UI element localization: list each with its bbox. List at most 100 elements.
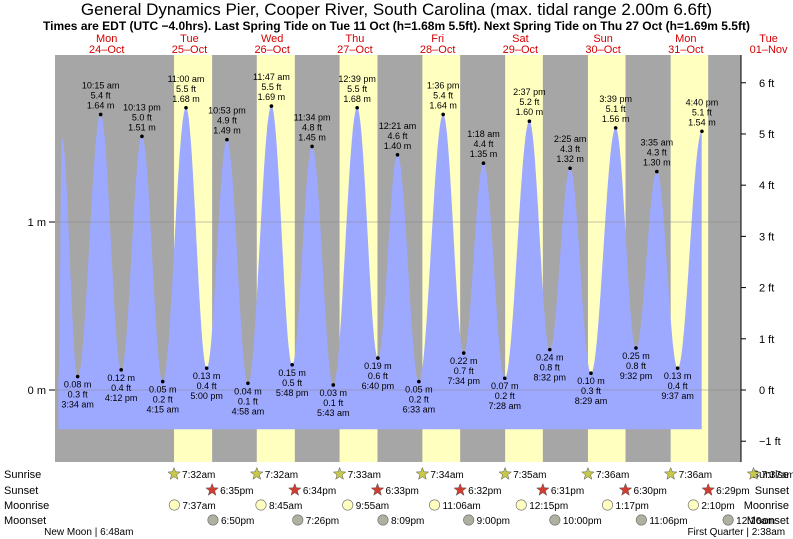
high-tide-feet: 4.3 ft <box>560 144 581 154</box>
moonset-row-label-right: Moonset <box>747 515 789 527</box>
sunset-star-icon <box>618 482 633 496</box>
day-name-label: Thu <box>345 33 364 45</box>
low-tide-meters: 0.05 m <box>405 385 433 395</box>
moonset-time: 12:16am <box>736 516 775 527</box>
axes: 0 m 1 m −1 ft 0 ft 1 ft 2 ft 3 ft 4 ft 5 ft 6 ft <box>28 55 781 462</box>
low-tide-meters: 0.12 m <box>107 373 135 383</box>
moonset-moon-icon <box>377 514 389 526</box>
low-tide-feet: 0.4 ft <box>197 381 218 391</box>
right-axis-label: 0 ft <box>759 385 774 397</box>
low-tide-feet: 0.6 ft <box>368 371 389 381</box>
high-tide-time: 3:35 am <box>641 138 674 148</box>
high-tide-dot <box>395 153 400 157</box>
sunrise-star-icon <box>332 466 347 480</box>
high-tide-dot <box>269 104 274 108</box>
moonrise-moon-icon <box>687 499 699 511</box>
high-tide-dot <box>441 112 445 117</box>
high-tide-meters: 1.40 m <box>384 141 412 151</box>
low-tide-time: 6:40 pm <box>362 381 395 391</box>
right-axis-label: 6 ft <box>759 78 774 90</box>
low-tide-dot <box>417 379 421 384</box>
high-tide-time: 1:36 pm <box>427 80 460 90</box>
sunset-row-label-left: Sunset <box>4 485 38 497</box>
day-name-label: Sun <box>593 33 613 45</box>
low-tide-meters: 0.08 m <box>64 380 92 390</box>
tide-water-area <box>58 106 702 430</box>
left-axis-label: 0 m <box>28 385 46 397</box>
high-tide-feet: 4.4 ft <box>473 139 494 149</box>
low-tide-feet: 0.1 ft <box>238 396 259 406</box>
high-tide-dot <box>527 119 532 123</box>
day-date-label: 26–Oct <box>254 44 289 56</box>
high-tide-time: 2:25 am <box>554 134 587 144</box>
sunrise-time: 7:32am <box>265 470 298 481</box>
moonset-moon-icon <box>207 514 219 526</box>
sunrise-time: 7:32am <box>182 470 215 481</box>
chart-subtitle: Times are EDT (UTC −4.0hrs). Last Spring… <box>43 19 750 33</box>
sunrise-time: 7:34am <box>430 470 463 481</box>
day-date-label: 27–Oct <box>337 44 372 56</box>
high-tide-meters: 1.49 m <box>213 126 241 136</box>
low-tide-meters: 0.25 m <box>622 351 650 361</box>
sunrise-time: 7:36am <box>679 470 712 481</box>
high-tide-meters: 1.32 m <box>556 154 584 164</box>
low-tide-meters: 0.24 m <box>536 353 564 363</box>
high-tide-meters: 1.35 m <box>470 149 498 159</box>
sunrise-star-icon <box>746 466 761 480</box>
sunrise-time: 7:36am <box>596 470 629 481</box>
sunset-star-icon <box>287 482 302 496</box>
sunset-time: 6:33pm <box>385 486 418 497</box>
right-axis-label: 1 ft <box>759 334 774 346</box>
low-tide-dot <box>119 368 123 372</box>
high-tide-meters: 1.68 m <box>172 94 200 104</box>
low-tide-feet: 0.5 ft <box>282 378 303 388</box>
day-name-label: Mon <box>96 33 117 45</box>
high-tide-dot <box>140 134 144 139</box>
low-tide-dot <box>376 356 380 360</box>
sunrise-time: 7:35am <box>513 470 546 481</box>
high-tide-meters: 1.68 m <box>343 94 371 104</box>
day-labels: Mon24–OctTue25–OctWed26–OctThu27–OctFri2… <box>89 33 788 56</box>
low-tide-feet: 0.8 ft <box>626 361 647 371</box>
right-axis-label: −1 ft <box>759 436 781 448</box>
low-tide-dot <box>331 383 336 387</box>
high-tide-time: 10:53 pm <box>208 106 246 116</box>
sunrise-star-icon <box>581 466 595 480</box>
high-tide-meters: 1.45 m <box>298 132 326 142</box>
high-tide-feet: 5.4 ft <box>433 90 454 100</box>
moonrise-time: 2:10pm <box>701 501 734 512</box>
high-tide-dot <box>568 166 572 171</box>
moonrise-moon-icon <box>168 499 180 511</box>
moonset-moon-icon <box>292 514 304 526</box>
high-tide-meters: 1.69 m <box>258 92 286 102</box>
high-tide-time: 11:00 am <box>168 74 205 84</box>
low-tide-meters: 0.19 m <box>364 361 392 371</box>
sunrise-star-icon <box>249 466 264 480</box>
moonrise-moon-icon <box>255 499 267 511</box>
day-name-label: Wed <box>261 33 283 45</box>
sunset-star-icon <box>701 482 716 496</box>
high-tide-meters: 1.30 m <box>643 158 671 168</box>
high-tide-meters: 1.64 m <box>429 100 457 110</box>
low-tide-meters: 0.22 m <box>450 356 478 366</box>
chart-title: General Dynamics Pier, Cooper River, Sou… <box>80 0 713 19</box>
right-axis-label: 5 ft <box>759 129 774 141</box>
low-tide-time: 6:33 am <box>403 405 436 415</box>
sunset-time: 6:32pm <box>468 486 501 497</box>
low-tide-dot <box>160 379 165 384</box>
sunrise-row-label-right: Sunrise <box>752 469 789 481</box>
sunset-star-icon <box>370 482 385 496</box>
high-tide-feet: 5.1 ft <box>606 104 627 114</box>
moonrise-time: 8:45am <box>269 501 302 512</box>
high-tide-dot <box>310 144 314 149</box>
sunset-time: 6:29pm <box>716 486 749 497</box>
moonset-time: 11:06pm <box>649 516 687 527</box>
moonset-moon-icon <box>549 514 561 526</box>
day-date-label: 25–Oct <box>172 44 207 56</box>
right-axis-label: 4 ft <box>759 180 774 192</box>
low-tide-feet: 0.4 ft <box>668 381 689 391</box>
moonrise-moon-icon <box>515 499 527 511</box>
high-tide-time: 1:18 am <box>467 129 500 139</box>
astronomy-rows: Sunrise Sunrise Sunset Sunset Moonrise Moonri… <box>4 466 793 538</box>
low-tide-feet: 0.3 ft <box>68 390 89 400</box>
